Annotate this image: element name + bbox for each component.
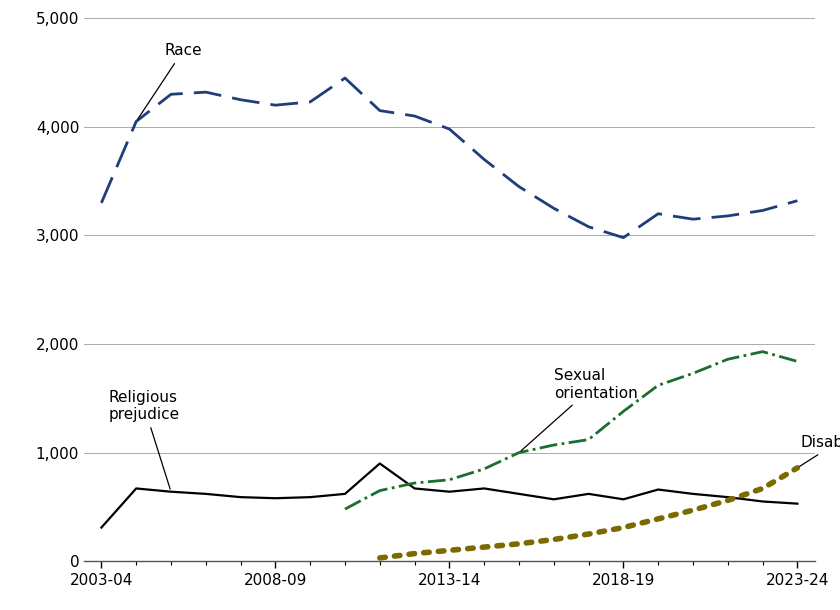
Text: Race: Race: [138, 43, 202, 119]
Text: Disability: Disability: [800, 436, 840, 466]
Text: Sexual
orientation: Sexual orientation: [521, 368, 638, 451]
Text: Religious
prejudice: Religious prejudice: [108, 390, 180, 489]
